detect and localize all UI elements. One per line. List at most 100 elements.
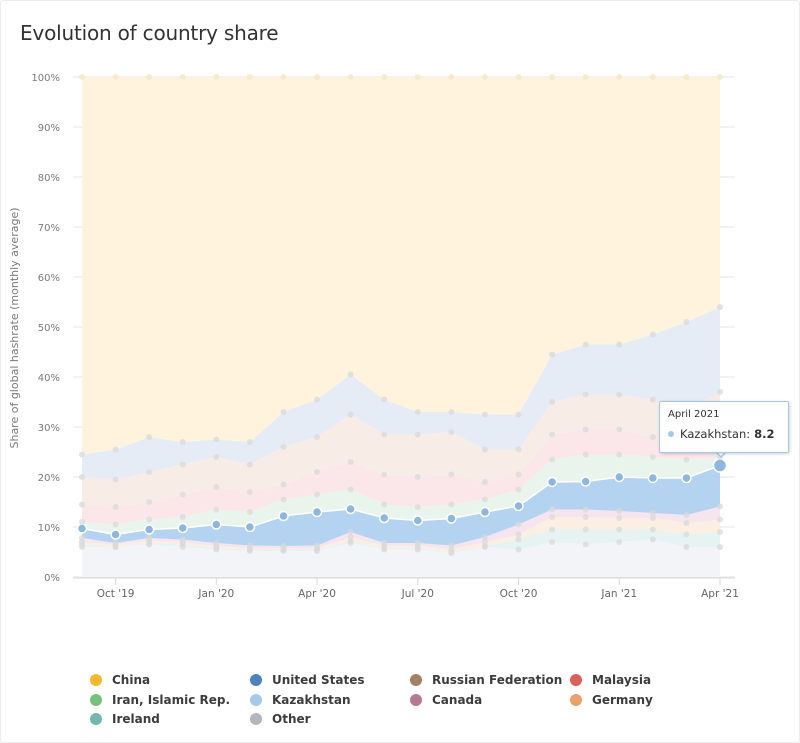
marker-china[interactable] xyxy=(146,74,153,80)
marker-kazakhstan[interactable] xyxy=(110,529,121,540)
marker-united-states[interactable] xyxy=(112,446,119,453)
marker-germany[interactable] xyxy=(549,514,556,520)
marker-china[interactable] xyxy=(347,74,354,80)
marker-china[interactable] xyxy=(314,74,321,80)
marker-russian-federation[interactable] xyxy=(146,469,153,475)
marker-kazakhstan[interactable] xyxy=(513,500,524,512)
marker-kazakhstan[interactable] xyxy=(76,523,88,534)
marker-canada[interactable] xyxy=(314,542,321,549)
marker-iran-islamic-rep[interactable] xyxy=(649,454,656,460)
marker-iran-islamic-rep[interactable] xyxy=(280,496,287,503)
marker-kazakhstan[interactable] xyxy=(143,524,155,535)
legend-item-united-states[interactable]: United States xyxy=(250,673,365,687)
marker-other[interactable] xyxy=(683,544,690,550)
marker-germany[interactable] xyxy=(347,534,354,540)
marker-ireland[interactable] xyxy=(649,526,656,533)
marker-russian-federation[interactable] xyxy=(414,431,421,438)
marker-china[interactable] xyxy=(280,74,287,80)
marker-ireland[interactable] xyxy=(717,529,723,535)
marker-united-states[interactable] xyxy=(213,436,220,443)
marker-kazakhstan[interactable] xyxy=(345,503,356,515)
marker-malaysia[interactable] xyxy=(79,501,85,508)
marker-malaysia[interactable] xyxy=(314,469,321,475)
marker-malaysia[interactable] xyxy=(515,471,522,478)
marker-ireland[interactable] xyxy=(683,531,690,538)
marker-malaysia[interactable] xyxy=(448,471,455,478)
marker-russian-federation[interactable] xyxy=(347,411,354,418)
marker-united-states[interactable] xyxy=(280,409,287,415)
marker-canada[interactable] xyxy=(683,512,690,518)
marker-russian-federation[interactable] xyxy=(179,461,186,468)
marker-malaysia[interactable] xyxy=(213,484,220,490)
legend-item-canada[interactable]: Canada xyxy=(410,693,482,707)
marker-china[interactable] xyxy=(112,74,119,80)
marker-canada[interactable] xyxy=(549,506,556,513)
area-other[interactable] xyxy=(82,539,720,578)
marker-united-states[interactable] xyxy=(179,439,186,445)
marker-russian-federation[interactable] xyxy=(246,461,253,468)
marker-russian-federation[interactable] xyxy=(515,446,522,453)
marker-malaysia[interactable] xyxy=(179,491,186,498)
marker-kazakhstan[interactable] xyxy=(412,515,424,526)
marker-united-states[interactable] xyxy=(549,351,556,358)
marker-china[interactable] xyxy=(549,74,556,80)
marker-canada[interactable] xyxy=(179,536,186,543)
marker-canada[interactable] xyxy=(481,534,488,540)
marker-canada[interactable] xyxy=(448,542,455,549)
marker-china[interactable] xyxy=(79,74,85,80)
marker-china[interactable] xyxy=(616,74,623,80)
marker-russian-federation[interactable] xyxy=(616,391,623,398)
marker-iran-islamic-rep[interactable] xyxy=(683,456,690,463)
marker-united-states[interactable] xyxy=(414,409,421,415)
marker-iran-islamic-rep[interactable] xyxy=(246,509,253,515)
marker-russian-federation[interactable] xyxy=(112,476,119,483)
marker-russian-federation[interactable] xyxy=(314,434,321,440)
marker-canada[interactable] xyxy=(213,540,220,546)
marker-china[interactable] xyxy=(717,74,723,80)
marker-malaysia[interactable] xyxy=(112,504,119,510)
marker-iran-islamic-rep[interactable] xyxy=(112,521,119,528)
legend-item-ireland[interactable]: Ireland xyxy=(90,712,160,726)
marker-kazakhstan[interactable] xyxy=(211,519,222,530)
area-germany[interactable] xyxy=(82,517,720,552)
marker-russian-federation[interactable] xyxy=(649,396,656,403)
marker-other[interactable] xyxy=(717,544,723,550)
marker-canada[interactable] xyxy=(717,503,723,510)
marker-kazakhstan[interactable] xyxy=(378,512,390,524)
marker-kazakhstan[interactable] xyxy=(446,513,457,524)
marker-united-states[interactable] xyxy=(146,434,153,440)
marker-iran-islamic-rep[interactable] xyxy=(314,491,321,498)
marker-canada[interactable] xyxy=(146,535,153,541)
area-china[interactable] xyxy=(82,77,720,455)
marker-iran-islamic-rep[interactable] xyxy=(381,501,388,508)
marker-malaysia[interactable] xyxy=(414,474,421,480)
marker-russian-federation[interactable] xyxy=(381,431,388,438)
marker-malaysia[interactable] xyxy=(146,499,153,505)
marker-united-states[interactable] xyxy=(515,411,522,418)
legend-item-malaysia[interactable]: Malaysia xyxy=(570,673,651,687)
marker-germany[interactable] xyxy=(515,531,522,538)
marker-china[interactable] xyxy=(179,74,186,80)
marker-russian-federation[interactable] xyxy=(717,389,723,395)
marker-united-states[interactable] xyxy=(481,411,488,418)
marker-united-states[interactable] xyxy=(246,439,253,445)
marker-china[interactable] xyxy=(649,74,656,80)
marker-kazakhstan[interactable] xyxy=(546,476,558,488)
marker-russian-federation[interactable] xyxy=(79,474,85,480)
marker-iran-islamic-rep[interactable] xyxy=(481,496,488,503)
marker-malaysia[interactable] xyxy=(381,471,388,478)
marker-canada[interactable] xyxy=(347,529,354,535)
marker-iran-islamic-rep[interactable] xyxy=(146,516,153,523)
area-ireland[interactable] xyxy=(82,529,720,554)
marker-iran-islamic-rep[interactable] xyxy=(616,451,623,458)
marker-united-states[interactable] xyxy=(649,331,656,338)
marker-ireland[interactable] xyxy=(549,526,556,533)
marker-germany[interactable] xyxy=(717,516,723,523)
marker-iran-islamic-rep[interactable] xyxy=(347,486,354,493)
marker-russian-federation[interactable] xyxy=(582,391,589,398)
marker-china[interactable] xyxy=(381,74,388,80)
marker-kazakhstan[interactable] xyxy=(479,506,491,518)
marker-kazakhstan[interactable] xyxy=(681,472,692,484)
marker-iran-islamic-rep[interactable] xyxy=(515,486,522,493)
marker-malaysia[interactable] xyxy=(347,459,354,465)
